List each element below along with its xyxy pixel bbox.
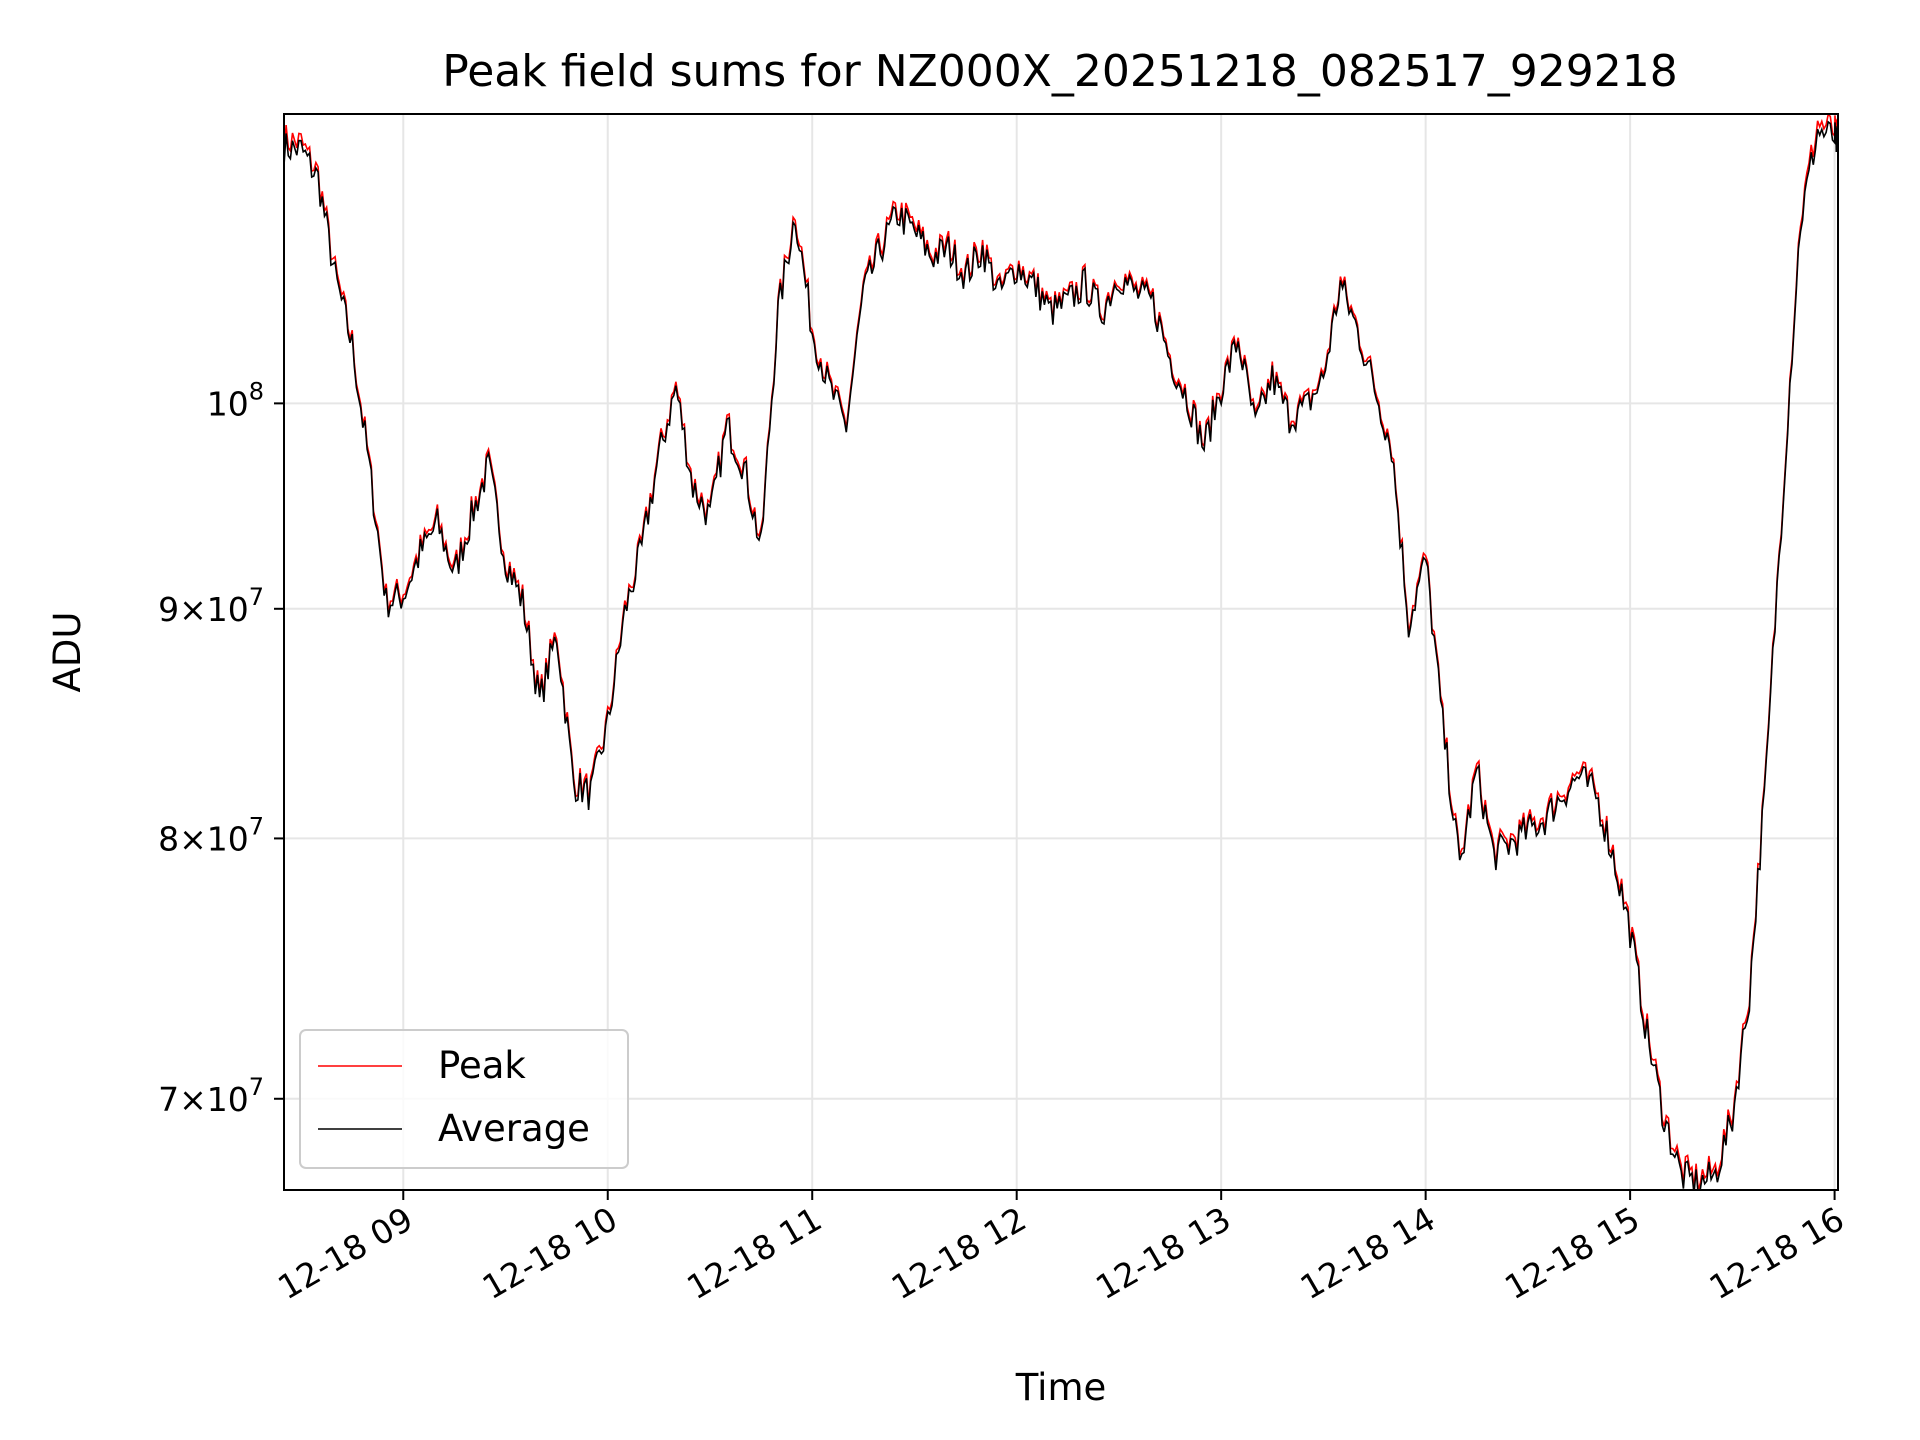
plot-frame — [283, 113, 1839, 1191]
chart-title: Peak field sums for NZ000X_20251218_0825… — [442, 46, 1678, 97]
legend-label-peak: Peak — [438, 1044, 526, 1087]
y-tick-label: 108 — [207, 377, 264, 423]
y-tick-label: 7×107 — [158, 1073, 264, 1119]
legend: Peak Average — [299, 1029, 629, 1169]
series-lines — [284, 114, 1838, 1190]
y-axis: 7×107 8×107 9×107 108 — [158, 377, 284, 1119]
y-tick-label: 9×107 — [158, 583, 264, 629]
x-axis-label: Time — [1015, 1366, 1107, 1409]
series-line-average — [284, 120, 1838, 1190]
y-axis-label: ADU — [46, 612, 89, 693]
legend-label-average: Average — [438, 1107, 590, 1150]
y-tick-label: 8×107 — [158, 812, 264, 858]
legend-frame — [299, 1029, 629, 1169]
